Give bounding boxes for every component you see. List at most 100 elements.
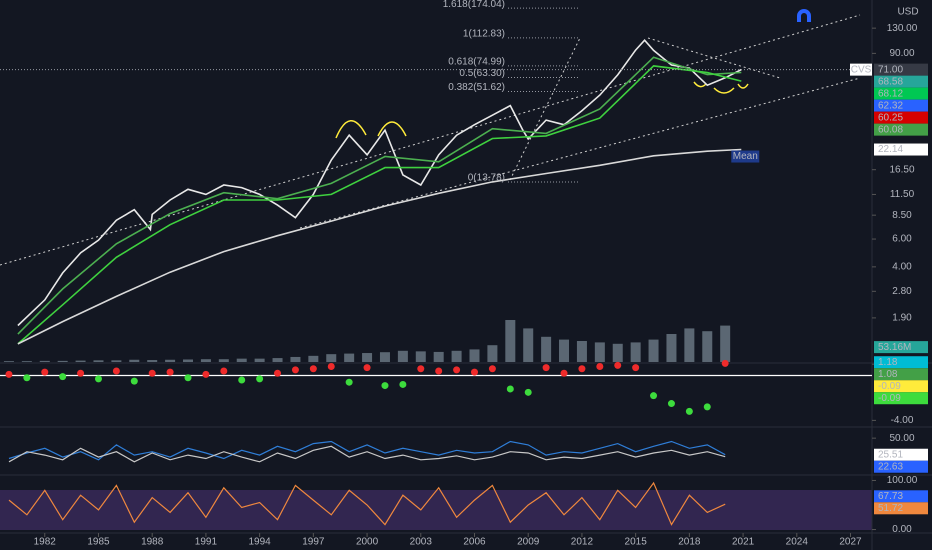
bar (451, 350, 462, 362)
price-label-box (874, 111, 928, 124)
dot (23, 374, 31, 382)
price-label: 51.72 (878, 503, 903, 514)
price-label-box (874, 341, 928, 354)
dot (685, 407, 693, 415)
price-label-box (874, 502, 928, 515)
x-tick-label: 1985 (87, 537, 110, 548)
bar (541, 336, 552, 362)
price-label: 68.12 (878, 88, 903, 99)
bar (21, 361, 32, 362)
price-label-box (874, 63, 928, 76)
bar (487, 345, 498, 362)
bar (594, 342, 605, 362)
x-tick-label: 2000 (356, 537, 379, 548)
dot (542, 364, 550, 372)
x-tick-label: 1982 (34, 537, 57, 548)
price-label: 53.16M (878, 342, 911, 353)
bar (702, 331, 713, 362)
price-label: -0.09 (878, 393, 901, 404)
price-label-box (874, 99, 928, 112)
fib-label: 1(112.83) (463, 29, 505, 40)
line (8, 481, 726, 526)
dot (345, 378, 353, 386)
bar (559, 339, 570, 362)
price-label: 22.63 (878, 461, 903, 472)
x-tick-label: 1997 (302, 537, 325, 548)
dot (667, 400, 675, 408)
x-tick-label: 1988 (141, 537, 164, 548)
symbol-box (850, 63, 872, 76)
bar (236, 358, 247, 362)
price-label: 60.25 (878, 112, 903, 123)
dot (274, 369, 282, 377)
line (17, 65, 742, 345)
bar (379, 352, 390, 362)
price-label-box (874, 392, 928, 405)
y-tick-label: 4.00 (892, 261, 912, 272)
bar (218, 359, 229, 362)
bar (362, 353, 373, 362)
bar (505, 320, 516, 362)
x-tick-label: 2009 (517, 537, 540, 548)
price-label: 1.08 (878, 369, 898, 380)
dot (166, 368, 174, 376)
bar (415, 351, 426, 362)
x-tick-label: 2021 (732, 537, 755, 548)
y-tick-label: 11.50 (890, 189, 915, 200)
fib-label: 0(13.78) (468, 173, 505, 184)
price-label: 71.00 (878, 64, 903, 75)
bar (648, 339, 659, 362)
series-label: Mean (733, 151, 758, 162)
x-tick-label: 2012 (571, 537, 594, 548)
dot (112, 367, 120, 375)
bar (523, 328, 534, 362)
bar (200, 359, 211, 362)
arc (737, 83, 749, 89)
x-tick-label: 2024 (786, 537, 809, 548)
trend-line (0, 14, 861, 266)
bar (684, 328, 695, 362)
x-tick-label: 2027 (839, 537, 862, 548)
dot (148, 369, 156, 377)
dot (202, 370, 210, 378)
dot (327, 362, 335, 370)
y-tick-label: 16.50 (889, 164, 914, 175)
series-label-box (731, 150, 760, 163)
dot (632, 364, 640, 372)
band (0, 490, 872, 530)
bar (254, 358, 265, 362)
x-tick-label: 1994 (249, 537, 272, 548)
price-label: 68.58 (878, 76, 903, 87)
price-label-box (874, 380, 928, 393)
line (8, 440, 726, 461)
price-label: 25.51 (878, 449, 903, 460)
dot (220, 367, 228, 375)
dot (130, 377, 138, 385)
price-label: 22.14 (878, 144, 903, 155)
price-label: 60.08 (878, 124, 903, 135)
x-tick-label: 2018 (678, 537, 701, 548)
fib-label: 0.382(51.62) (448, 82, 505, 93)
dot (238, 376, 246, 384)
fib-label: 0.5(63.30) (459, 68, 505, 79)
bar (111, 360, 122, 362)
price-label-box (874, 460, 928, 473)
dot (470, 368, 478, 376)
dot (703, 403, 711, 411)
y-tick-label: 130.00 (887, 23, 918, 34)
trend-line (509, 37, 581, 181)
bar (147, 360, 158, 362)
dot (560, 369, 568, 377)
price-label: 67.73 (878, 491, 903, 502)
line (17, 148, 742, 345)
bar (75, 360, 86, 362)
bar (183, 359, 194, 362)
dot (614, 361, 622, 369)
magnet-icon[interactable] (797, 9, 811, 22)
bar (344, 353, 355, 362)
dot (309, 365, 317, 373)
price-label-box (874, 490, 928, 503)
bar (290, 356, 301, 362)
price-label: 1.18 (878, 357, 898, 368)
